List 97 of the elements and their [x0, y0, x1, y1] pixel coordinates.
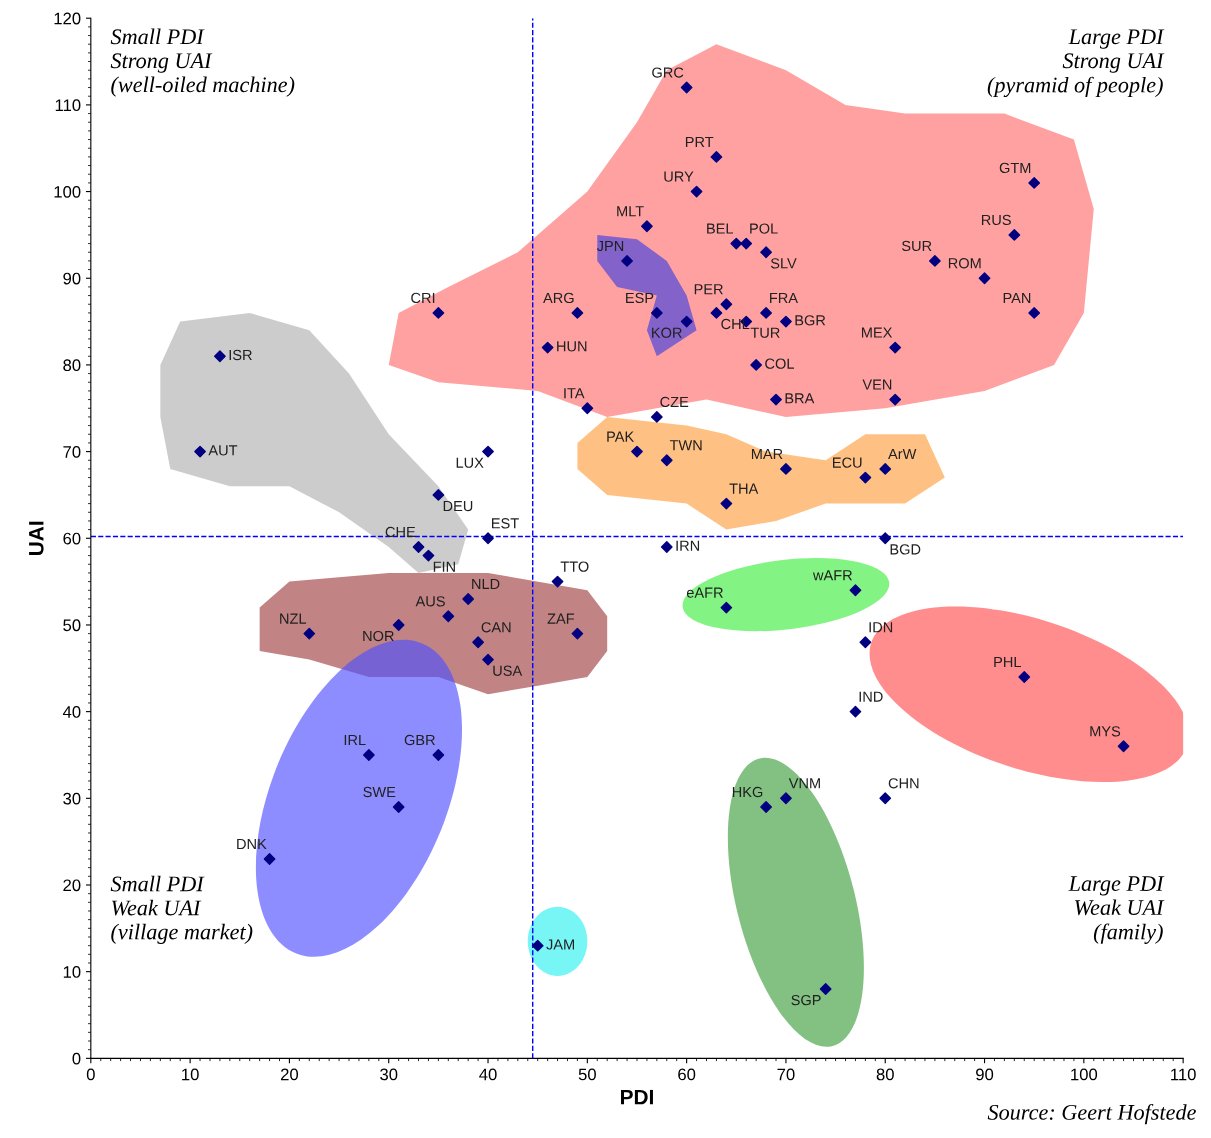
annotation: ArW	[888, 448, 917, 459]
annotation: Large PDI Weak UAI (family)	[1068, 876, 1165, 944]
annotation: ZAF	[547, 613, 575, 624]
annotation: SLV	[770, 258, 797, 269]
annotation: TUR	[750, 327, 780, 338]
annotation: CHE	[385, 526, 416, 538]
x-tick-label: 10	[182, 1068, 199, 1081]
annotation: PAN	[1003, 292, 1031, 303]
annotation: Small PDI Weak UAI (village market)	[110, 875, 253, 944]
annotation: RUS	[981, 214, 1011, 226]
annotation: ECU	[833, 457, 862, 468]
annotation: PER	[694, 284, 723, 295]
annotation: IND	[859, 691, 883, 702]
annotation: BGR	[795, 315, 826, 326]
annotation: MAR	[751, 448, 783, 459]
annotation: COL	[765, 358, 794, 369]
annotation: ROM	[948, 258, 981, 269]
annotation: ISR	[229, 349, 252, 361]
x-tick-label: 20	[281, 1068, 299, 1081]
annotation: MEX	[861, 327, 893, 338]
annotation: IRN	[676, 540, 700, 551]
annotation: FRA	[770, 292, 798, 303]
annotation: CHN	[888, 778, 919, 789]
y-tick-label: 110	[55, 99, 81, 112]
annotation: PHL	[994, 656, 1021, 667]
x-tick-label: 60	[678, 1068, 696, 1081]
x-tick-label: 90	[976, 1068, 994, 1081]
x-tick-label: 100	[1071, 1068, 1098, 1081]
x-tick-label: 110	[1171, 1068, 1196, 1081]
y-tick-label: 40	[62, 706, 81, 718]
x-tick-label: 30	[380, 1068, 398, 1081]
annotation: Large PDI Strong UAI (pyramid of people)	[987, 29, 1165, 98]
annotation: eAFR	[686, 587, 723, 598]
annotation: FIN	[433, 561, 455, 572]
x-tick-label: 50	[578, 1068, 596, 1081]
annotation: BGD	[890, 544, 921, 555]
annotation: USA	[493, 665, 523, 676]
annotation: SGP	[791, 994, 821, 1006]
annotation: CZE	[660, 396, 689, 408]
annotation: PRT	[685, 136, 714, 147]
x-tick-label: 80	[876, 1068, 894, 1081]
y-tick-label: 120	[54, 12, 81, 25]
annotation: MYS	[1090, 726, 1121, 737]
annotation: BEL	[707, 223, 734, 234]
annotation: IDN	[869, 622, 893, 633]
annotation: GBR	[404, 734, 435, 746]
annotation: BRA	[785, 393, 815, 404]
annotation: PAK	[607, 431, 635, 442]
y-tick-label: 10	[63, 966, 81, 978]
annotation: GTM	[999, 162, 1031, 174]
x-tick-label: 40	[479, 1068, 497, 1081]
y-tick-label: 30	[63, 792, 81, 805]
annotation: DNK	[237, 838, 267, 850]
annotation: Small PDI Strong UAI (well-oiled machine)	[110, 28, 295, 97]
annotation: POL	[750, 223, 778, 234]
annotation: SUR	[901, 240, 932, 252]
annotation: MLT	[617, 206, 644, 217]
annotation: NZL	[280, 613, 307, 624]
y-tick-label: 100	[54, 185, 81, 198]
annotation: CRI	[411, 292, 435, 304]
annotation: URY	[664, 171, 694, 182]
annotation: KOR	[652, 327, 682, 338]
y-tick-label: 60	[63, 532, 81, 545]
y-tick-label: 50	[63, 619, 81, 632]
source-note: Source: Geert Hofstede	[987, 1103, 1196, 1125]
annotation: AUT	[208, 445, 238, 456]
annotation: GRC	[652, 67, 684, 78]
annotation: wAFR	[812, 570, 852, 581]
annotation: TTO	[560, 561, 589, 572]
annotation: ARG	[543, 292, 574, 304]
y-tick-label: 70	[63, 446, 81, 458]
x-tick-label: 70	[777, 1068, 795, 1081]
annotation: ITA	[564, 388, 585, 399]
y-tick-label: 80	[63, 359, 81, 372]
annotation: HKG	[732, 786, 763, 798]
x-axis-title: PDI	[621, 1089, 653, 1105]
annotation: JPN	[596, 240, 624, 252]
y-tick-label: 90	[63, 272, 81, 285]
annotation: NOR	[363, 630, 394, 642]
annotation: VEN	[862, 379, 892, 390]
annotation: ESP	[626, 292, 654, 304]
annotation: SWE	[363, 786, 396, 798]
annotation: JAM	[546, 939, 574, 950]
annotation: NLD	[472, 578, 500, 589]
annotation: HUN	[557, 341, 587, 352]
x-tick-label: 0	[86, 1068, 95, 1081]
annotation: IRL	[344, 734, 366, 745]
annotation: EST	[492, 518, 519, 529]
y-tick-label: 0	[72, 1052, 81, 1065]
annotation: TWN	[669, 440, 702, 451]
annotation: CAN	[481, 622, 511, 633]
annotation: DEU	[443, 501, 473, 512]
y-tick-label: 20	[63, 879, 81, 892]
annotation: LUX	[456, 457, 484, 468]
annotation: AUS	[415, 596, 445, 607]
annotation: THA	[729, 483, 759, 494]
y-axis-title: UAI	[29, 521, 44, 555]
